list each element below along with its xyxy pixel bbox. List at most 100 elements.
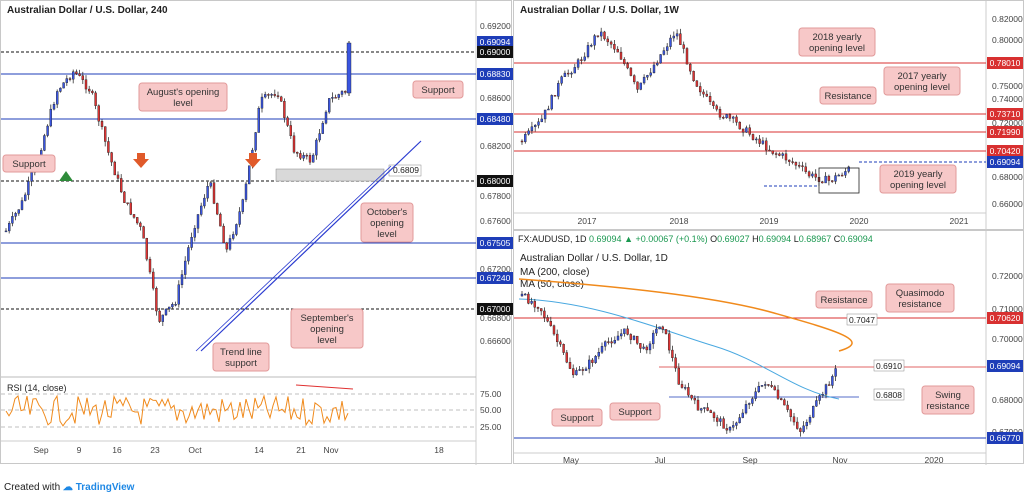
candle-4h-body [100,120,104,127]
candle-4h-spike-body [346,42,352,94]
candle-4h-body [340,91,344,95]
candle-1w-body [596,35,600,37]
candle-4h-body [212,182,216,204]
candle-4h-body [238,211,241,225]
candle-1w-body [550,95,553,110]
candle-1w-body [755,138,758,141]
candle-1d-body [536,307,540,309]
price-badge-4h: 0.67000 [480,304,511,314]
candle-1w-body [685,48,689,65]
candle-1d-body [680,384,684,388]
y-tick-label: 0.72000 [992,271,1023,281]
candle-4h-body [324,111,328,124]
candle-1d-body [776,389,780,399]
down-arrow-icon [133,153,149,168]
candle-1d-body [619,333,623,337]
candle-4h-body [337,94,340,98]
callout-august-open-text: August's opening [147,87,220,98]
candle-4h-body [315,139,318,156]
candle-1d-body [578,369,581,371]
candle-1d-body [693,398,697,401]
candle-1w-body [847,166,850,172]
callout-swing-resistance-box [921,385,975,415]
ma200-legend: MA (200, close) [520,267,590,278]
footer-prefix: Created with [4,482,61,493]
candle-1d-body [786,404,789,410]
candle-4h-body [135,217,139,224]
candle-4h-body [84,79,88,90]
candle-1w-body [689,63,692,72]
callout-resistance-1d-box [815,290,873,309]
price-badge-4h: 0.68000 [480,176,511,186]
trend-line-2 [195,165,392,352]
candle-4h-body [257,108,260,133]
candle-4h-body [46,125,49,136]
candle-1w-body [764,140,768,151]
candle-1w-body [712,101,715,107]
candle-1w-body [524,134,527,142]
candle-4h-body [334,97,337,99]
y-tick-label: 0.66000 [992,199,1023,209]
candle-4h-body [126,202,129,204]
candle-4h-body [180,274,184,285]
chart-1d-title: Australian Dollar / U.S. Dollar, 1D [520,253,668,264]
candle-4h-body [75,71,78,74]
candle-1d-body [527,293,530,304]
candle-4h-body [292,135,296,153]
price-badge-4h-bg [477,303,513,315]
candle-1d-body [796,421,799,429]
price-badge-1d: 0.70620 [990,313,1021,323]
candle-1d-body [655,328,658,334]
candle-4h-body [267,94,270,96]
candle-4h-body [273,94,276,96]
candle-1d-body [818,395,821,401]
candle-1d-body [639,343,642,349]
candle-1d-body [763,384,767,386]
callout-2017-open-box [883,66,961,96]
candle-1w-body [606,38,610,43]
callout-august-open-text: level [173,98,193,109]
candle-4h-body [344,91,347,93]
x-tick-label: 2017 [578,216,597,226]
callout-quasimodo-box [885,283,955,313]
price-badge-1w: 0.73710 [990,109,1021,119]
candle-1d-body [747,403,751,405]
candle-1d-body [642,346,645,349]
candle-4h-body [247,165,251,185]
candle-1w-body [821,181,824,184]
price-badge-1w: 0.78010 [990,58,1021,68]
price-badge-1w-bg [987,108,1023,120]
candle-4h-body [68,78,72,80]
candle-1w-body [547,108,550,111]
candle-4h-body [43,135,46,151]
callout-support-right-text: Support [421,85,455,96]
candle-1w-body [715,105,718,110]
candle-4h-body [174,304,177,306]
candle-4h-body [171,304,174,308]
candle-1w-body [530,126,534,132]
candle-1d-body [735,422,738,426]
callout-trendline-text: Trend line [220,347,262,358]
y-tick-label: 0.69200 [480,21,511,31]
candle-4h-body [296,151,299,154]
candle-4h-body [113,161,117,176]
candle-1d-body [540,308,543,312]
candle-1w-body [702,91,705,95]
rsi-tick-label: 50.00 [480,405,502,415]
candle-1d-body [671,349,674,358]
callout-2018-open-box [798,27,876,57]
callout-october-open-text: opening [370,218,404,229]
ohlc-high: 0.69094 [758,234,792,244]
y-tick-label: 0.67800 [480,191,511,201]
candle-4h-body [151,271,155,289]
price-badge-4h-bg [477,237,513,249]
candle-1w-body [718,109,722,118]
candle-1d-body [597,352,601,357]
footer-brand: TradingView [75,482,135,493]
candle-1w-body [745,127,748,133]
candle-1d-body [703,407,706,409]
ma50-line [518,298,840,400]
x-tick-label: 2020 [925,455,944,465]
ohlc-close: 0.69094 [840,234,873,244]
callout-support-mid-box [609,402,661,421]
